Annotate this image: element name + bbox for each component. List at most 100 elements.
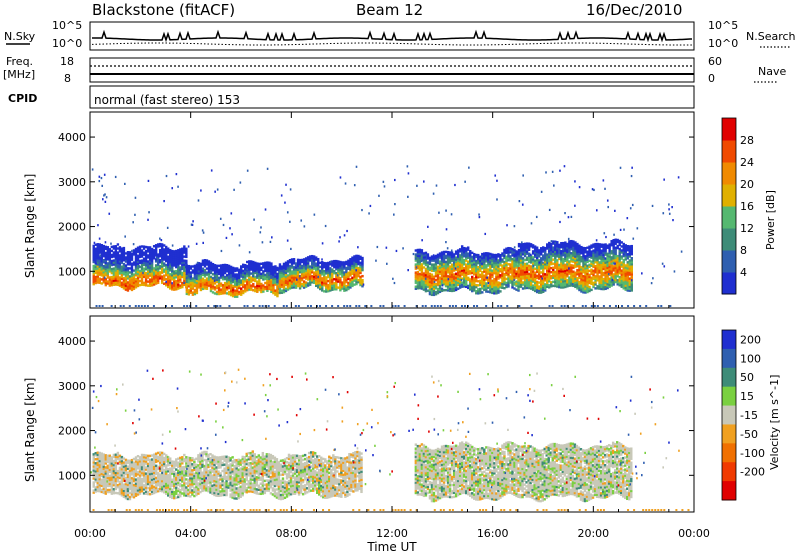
- data-cell: [560, 262, 563, 265]
- data-cell: [199, 284, 203, 288]
- data-cell: [576, 260, 579, 264]
- data-cell: [197, 286, 201, 289]
- data-cell: [614, 246, 617, 249]
- data-cell: [588, 255, 591, 258]
- data-cell: [507, 248, 510, 252]
- data-cell: [256, 264, 259, 267]
- data-cell: [98, 271, 101, 274]
- scatter-cell: [273, 305, 276, 307]
- data-cell: [302, 268, 306, 271]
- data-cell: [452, 257, 456, 260]
- data-cell: [308, 279, 312, 282]
- data-cell: [509, 267, 512, 270]
- data-cell: [102, 489, 105, 493]
- data-cell: [630, 275, 633, 278]
- data-cell: [448, 251, 452, 254]
- data-cell: [584, 255, 587, 258]
- data-cell: [304, 261, 308, 264]
- scatter-cell: [213, 279, 216, 282]
- scatter-cell: [105, 196, 108, 199]
- data-cell: [424, 285, 428, 289]
- data-cell: [333, 259, 336, 263]
- data-cell: [325, 286, 328, 289]
- data-cell: [260, 290, 263, 294]
- data-cell: [152, 277, 156, 280]
- data-cell: [164, 271, 168, 275]
- data-cell: [446, 275, 450, 278]
- data-cell: [570, 243, 573, 247]
- scatter-cell: [677, 176, 680, 179]
- data-cell: [189, 281, 193, 284]
- data-cell: [229, 269, 233, 273]
- data-cell: [544, 273, 547, 276]
- data-cell: [120, 251, 124, 254]
- data-cell: [211, 291, 215, 294]
- data-cell: [568, 278, 571, 281]
- data-cell: [312, 265, 316, 268]
- data-cell: [608, 247, 611, 250]
- data-cell: [533, 249, 537, 252]
- data-cell: [604, 249, 607, 252]
- data-cell: [501, 252, 504, 255]
- data-cell: [288, 261, 292, 264]
- data-cell: [132, 475, 136, 479]
- data-cell: [98, 459, 101, 463]
- data-cell: [92, 264, 95, 268]
- data-cell: [519, 273, 523, 276]
- data-cell: [181, 271, 184, 275]
- data-cell: [558, 271, 561, 275]
- data-cell: [138, 261, 142, 265]
- data-cell: [361, 264, 364, 268]
- data-cell: [343, 285, 346, 288]
- data-cell: [590, 278, 593, 282]
- data-cell: [327, 265, 330, 269]
- data-cell: [183, 249, 186, 252]
- data-cell: [471, 287, 474, 291]
- data-cell: [535, 270, 539, 274]
- data-cell: [274, 273, 277, 276]
- data-cell: [221, 265, 225, 269]
- data-cell: [268, 277, 271, 281]
- data-cell: [600, 277, 603, 281]
- data-cell: [217, 288, 221, 292]
- data-cell: [483, 264, 486, 267]
- data-cell: [118, 486, 122, 490]
- data-cell: [473, 287, 476, 290]
- data-cell: [314, 284, 318, 288]
- data-cell: [495, 286, 498, 289]
- data-cell: [150, 276, 154, 279]
- data-cell: [418, 252, 422, 256]
- data-cell: [628, 259, 631, 262]
- data-cell: [136, 459, 140, 462]
- data-cell: [98, 469, 101, 473]
- data-cell: [570, 268, 573, 271]
- scatter-cell: [481, 262, 483, 265]
- data-cell: [327, 275, 330, 279]
- data-cell: [462, 267, 466, 270]
- data-cell: [114, 273, 118, 276]
- data-cell: [278, 291, 282, 294]
- data-cell: [620, 245, 623, 248]
- data-cell: [138, 245, 142, 249]
- data-cell: [258, 272, 261, 276]
- data-cell: [288, 283, 292, 286]
- data-cell: [325, 284, 328, 287]
- data-cell: [199, 274, 203, 278]
- data-cell: [527, 246, 531, 249]
- data-cell: [570, 274, 573, 277]
- data-cell: [493, 280, 496, 283]
- data-cell: [312, 275, 316, 278]
- data-cell: [464, 273, 468, 276]
- data-cell: [278, 283, 282, 286]
- data-cell: [622, 246, 625, 250]
- data-cell: [531, 244, 535, 247]
- data-cell: [523, 268, 527, 272]
- data-cell: [225, 288, 229, 291]
- data-cell: [353, 261, 356, 264]
- scatter-cell: [566, 305, 569, 307]
- data-cell: [308, 267, 312, 270]
- data-cell: [418, 286, 422, 290]
- data-cell: [296, 270, 300, 274]
- data-cell: [428, 290, 432, 294]
- data-cell: [566, 258, 569, 262]
